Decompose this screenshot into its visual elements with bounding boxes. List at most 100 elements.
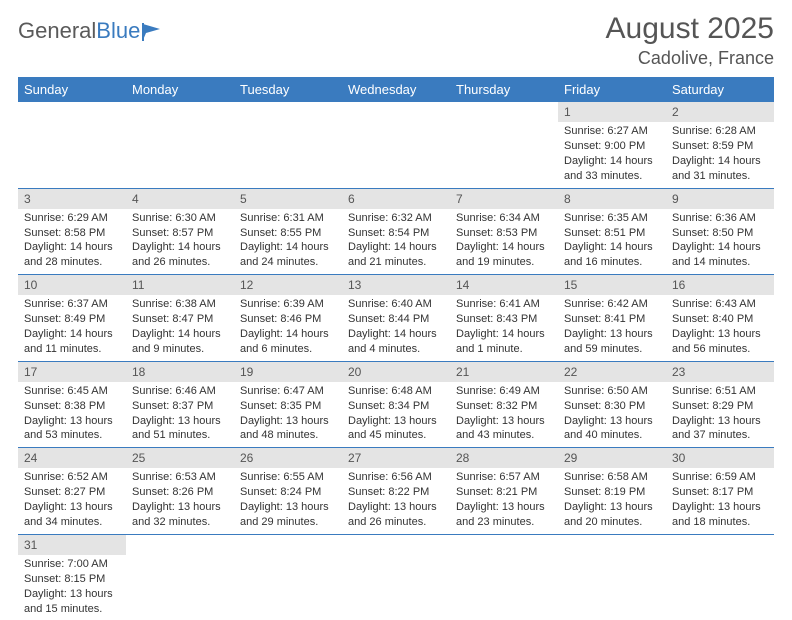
sunset-line: Sunset: 8:37 PM [132, 399, 228, 414]
logo-flag-icon [142, 23, 168, 41]
sunrise-line: Sunrise: 6:46 AM [132, 384, 228, 399]
calendar-cell [234, 102, 342, 188]
day-number: 17 [18, 362, 126, 382]
sunset-line: Sunset: 8:34 PM [348, 399, 444, 414]
day-number: 16 [666, 275, 774, 295]
sunrise-line: Sunrise: 6:57 AM [456, 470, 552, 485]
calendar-cell: 21Sunrise: 6:49 AMSunset: 8:32 PMDayligh… [450, 361, 558, 448]
day-info: Sunrise: 6:49 AMSunset: 8:32 PMDaylight:… [450, 382, 558, 447]
sunset-line: Sunset: 8:27 PM [24, 485, 120, 500]
calendar-cell: 5Sunrise: 6:31 AMSunset: 8:55 PMDaylight… [234, 188, 342, 275]
calendar-cell [126, 102, 234, 188]
day-info: Sunrise: 7:00 AMSunset: 8:15 PMDaylight:… [18, 555, 126, 620]
sunset-line: Sunset: 8:59 PM [672, 139, 768, 154]
calendar-cell: 15Sunrise: 6:42 AMSunset: 8:41 PMDayligh… [558, 275, 666, 362]
day-info: Sunrise: 6:27 AMSunset: 9:00 PMDaylight:… [558, 122, 666, 187]
month-title: August 2025 [606, 12, 774, 46]
day-info: Sunrise: 6:40 AMSunset: 8:44 PMDaylight:… [342, 295, 450, 360]
day-number: 21 [450, 362, 558, 382]
day-number: 20 [342, 362, 450, 382]
calendar-cell: 26Sunrise: 6:55 AMSunset: 8:24 PMDayligh… [234, 448, 342, 535]
calendar-cell: 14Sunrise: 6:41 AMSunset: 8:43 PMDayligh… [450, 275, 558, 362]
sunrise-line: Sunrise: 6:43 AM [672, 297, 768, 312]
calendar-row: 10Sunrise: 6:37 AMSunset: 8:49 PMDayligh… [18, 275, 774, 362]
day-number: 1 [558, 102, 666, 122]
weekday-header: Thursday [450, 77, 558, 102]
day-number: 27 [342, 448, 450, 468]
sunrise-line: Sunrise: 6:45 AM [24, 384, 120, 399]
day-info: Sunrise: 6:42 AMSunset: 8:41 PMDaylight:… [558, 295, 666, 360]
calendar-cell: 20Sunrise: 6:48 AMSunset: 8:34 PMDayligh… [342, 361, 450, 448]
daylight-line: Daylight: 13 hours and 34 minutes. [24, 500, 120, 530]
sunrise-line: Sunrise: 6:49 AM [456, 384, 552, 399]
sunset-line: Sunset: 8:54 PM [348, 226, 444, 241]
calendar-cell: 4Sunrise: 6:30 AMSunset: 8:57 PMDaylight… [126, 188, 234, 275]
day-info: Sunrise: 6:28 AMSunset: 8:59 PMDaylight:… [666, 122, 774, 187]
day-info: Sunrise: 6:53 AMSunset: 8:26 PMDaylight:… [126, 468, 234, 533]
day-info: Sunrise: 6:46 AMSunset: 8:37 PMDaylight:… [126, 382, 234, 447]
calendar-cell: 31Sunrise: 7:00 AMSunset: 8:15 PMDayligh… [18, 534, 126, 620]
location: Cadolive, France [606, 48, 774, 69]
sunrise-line: Sunrise: 6:40 AM [348, 297, 444, 312]
daylight-line: Daylight: 13 hours and 18 minutes. [672, 500, 768, 530]
daylight-line: Daylight: 14 hours and 6 minutes. [240, 327, 336, 357]
daylight-line: Daylight: 14 hours and 16 minutes. [564, 240, 660, 270]
sunset-line: Sunset: 9:00 PM [564, 139, 660, 154]
day-info: Sunrise: 6:38 AMSunset: 8:47 PMDaylight:… [126, 295, 234, 360]
daylight-line: Daylight: 13 hours and 29 minutes. [240, 500, 336, 530]
day-info: Sunrise: 6:45 AMSunset: 8:38 PMDaylight:… [18, 382, 126, 447]
calendar-cell: 16Sunrise: 6:43 AMSunset: 8:40 PMDayligh… [666, 275, 774, 362]
calendar-cell: 24Sunrise: 6:52 AMSunset: 8:27 PMDayligh… [18, 448, 126, 535]
sunset-line: Sunset: 8:46 PM [240, 312, 336, 327]
daylight-line: Daylight: 13 hours and 51 minutes. [132, 414, 228, 444]
sunset-line: Sunset: 8:44 PM [348, 312, 444, 327]
sunrise-line: Sunrise: 6:42 AM [564, 297, 660, 312]
day-info: Sunrise: 6:43 AMSunset: 8:40 PMDaylight:… [666, 295, 774, 360]
calendar-cell: 25Sunrise: 6:53 AMSunset: 8:26 PMDayligh… [126, 448, 234, 535]
sunrise-line: Sunrise: 6:35 AM [564, 211, 660, 226]
daylight-line: Daylight: 14 hours and 1 minute. [456, 327, 552, 357]
calendar-cell [666, 534, 774, 620]
daylight-line: Daylight: 14 hours and 26 minutes. [132, 240, 228, 270]
sunset-line: Sunset: 8:58 PM [24, 226, 120, 241]
sunset-line: Sunset: 8:35 PM [240, 399, 336, 414]
weekday-header: Friday [558, 77, 666, 102]
calendar-row: 3Sunrise: 6:29 AMSunset: 8:58 PMDaylight… [18, 188, 774, 275]
day-info: Sunrise: 6:59 AMSunset: 8:17 PMDaylight:… [666, 468, 774, 533]
sunset-line: Sunset: 8:40 PM [672, 312, 768, 327]
day-info: Sunrise: 6:29 AMSunset: 8:58 PMDaylight:… [18, 209, 126, 274]
calendar-row: 31Sunrise: 7:00 AMSunset: 8:15 PMDayligh… [18, 534, 774, 620]
day-number: 31 [18, 535, 126, 555]
day-info: Sunrise: 6:31 AMSunset: 8:55 PMDaylight:… [234, 209, 342, 274]
daylight-line: Daylight: 14 hours and 9 minutes. [132, 327, 228, 357]
weekday-header: Sunday [18, 77, 126, 102]
sunrise-line: Sunrise: 6:58 AM [564, 470, 660, 485]
daylight-line: Daylight: 14 hours and 33 minutes. [564, 154, 660, 184]
sunrise-line: Sunrise: 7:00 AM [24, 557, 120, 572]
sunset-line: Sunset: 8:26 PM [132, 485, 228, 500]
calendar-cell: 28Sunrise: 6:57 AMSunset: 8:21 PMDayligh… [450, 448, 558, 535]
daylight-line: Daylight: 14 hours and 11 minutes. [24, 327, 120, 357]
day-number: 28 [450, 448, 558, 468]
day-info: Sunrise: 6:56 AMSunset: 8:22 PMDaylight:… [342, 468, 450, 533]
daylight-line: Daylight: 14 hours and 19 minutes. [456, 240, 552, 270]
calendar-cell: 12Sunrise: 6:39 AMSunset: 8:46 PMDayligh… [234, 275, 342, 362]
day-info: Sunrise: 6:57 AMSunset: 8:21 PMDaylight:… [450, 468, 558, 533]
sunset-line: Sunset: 8:22 PM [348, 485, 444, 500]
day-number: 25 [126, 448, 234, 468]
day-info: Sunrise: 6:36 AMSunset: 8:50 PMDaylight:… [666, 209, 774, 274]
calendar-cell: 3Sunrise: 6:29 AMSunset: 8:58 PMDaylight… [18, 188, 126, 275]
sunrise-line: Sunrise: 6:52 AM [24, 470, 120, 485]
daylight-line: Daylight: 14 hours and 21 minutes. [348, 240, 444, 270]
sunrise-line: Sunrise: 6:28 AM [672, 124, 768, 139]
logo-text-2: Blue [96, 18, 140, 44]
sunrise-line: Sunrise: 6:39 AM [240, 297, 336, 312]
calendar-cell: 18Sunrise: 6:46 AMSunset: 8:37 PMDayligh… [126, 361, 234, 448]
calendar-cell [558, 534, 666, 620]
calendar-cell: 7Sunrise: 6:34 AMSunset: 8:53 PMDaylight… [450, 188, 558, 275]
sunrise-line: Sunrise: 6:31 AM [240, 211, 336, 226]
daylight-line: Daylight: 14 hours and 31 minutes. [672, 154, 768, 184]
sunset-line: Sunset: 8:53 PM [456, 226, 552, 241]
day-number: 15 [558, 275, 666, 295]
logo: GeneralBlue [18, 18, 168, 44]
